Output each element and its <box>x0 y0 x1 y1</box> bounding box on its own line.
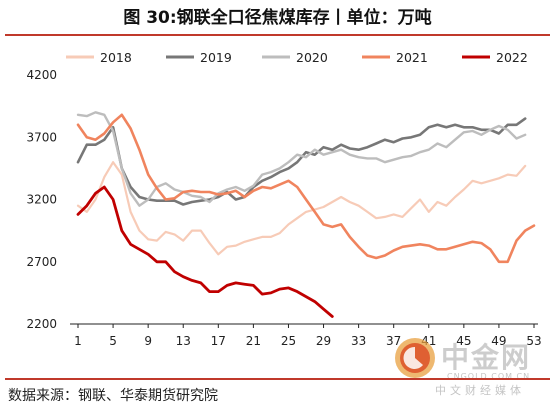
y-tick-label: 4200 <box>26 68 57 82</box>
x-tick-label: 29 <box>316 334 331 348</box>
watermark: 中金网 CNGOLD.COM.CN 中文财经媒体 <box>393 336 553 397</box>
legend-label-2019: 2019 <box>200 50 232 65</box>
x-tick-label: 9 <box>144 334 152 348</box>
y-tick-label: 3700 <box>26 130 57 144</box>
series-line-2018 <box>76 161 527 256</box>
x-tick-label: 25 <box>281 334 296 348</box>
series-layer <box>76 111 536 318</box>
chart-title: 图 30:钢联全口径焦煤库存丨单位：万吨 <box>123 8 432 28</box>
legend-label-2022: 2022 <box>496 50 528 65</box>
y-tick-label: 3200 <box>26 193 57 207</box>
watermark-slogan: 中文财经媒体 <box>435 384 525 397</box>
x-tick-label: 37 <box>386 334 401 348</box>
series-line-2019 <box>76 117 527 206</box>
series-line-2022 <box>76 185 334 318</box>
x-tick-label: 21 <box>246 334 261 348</box>
chart-legend: 2018 2019 2020 2021 2022 <box>66 50 528 65</box>
x-tick-label: 45 <box>456 334 471 348</box>
watermark-domain: CNGOLD.COM.CN <box>447 372 531 381</box>
x-tick-label: 53 <box>526 334 541 348</box>
source-note: 数据来源：钢联、华泰期货研究院 <box>8 388 218 404</box>
y-tick-label: 2700 <box>26 255 57 269</box>
x-tick-label: 17 <box>211 334 226 348</box>
y-tick-label: 2200 <box>26 317 57 331</box>
legend-label-2020: 2020 <box>296 50 328 65</box>
chart-axes: 1 5 9 13 17 21 25 29 33 37 41 45 49 53220027003200370… <box>26 68 541 348</box>
x-tick-label: 49 <box>491 334 506 348</box>
x-tick-label: 33 <box>351 334 366 348</box>
title-rule <box>5 34 550 36</box>
series-line-2020 <box>76 111 527 207</box>
x-tick-label: 1 <box>74 334 82 348</box>
bottom-rule <box>5 378 550 380</box>
watermark-name: 中金网 <box>441 341 532 374</box>
legend-label-2021: 2021 <box>396 50 428 65</box>
legend-label-2018: 2018 <box>100 50 132 65</box>
x-tick-label: 5 <box>109 334 117 348</box>
series-line-2021 <box>76 113 536 264</box>
coin-logo-icon <box>395 338 435 378</box>
x-tick-label: 13 <box>176 334 191 348</box>
